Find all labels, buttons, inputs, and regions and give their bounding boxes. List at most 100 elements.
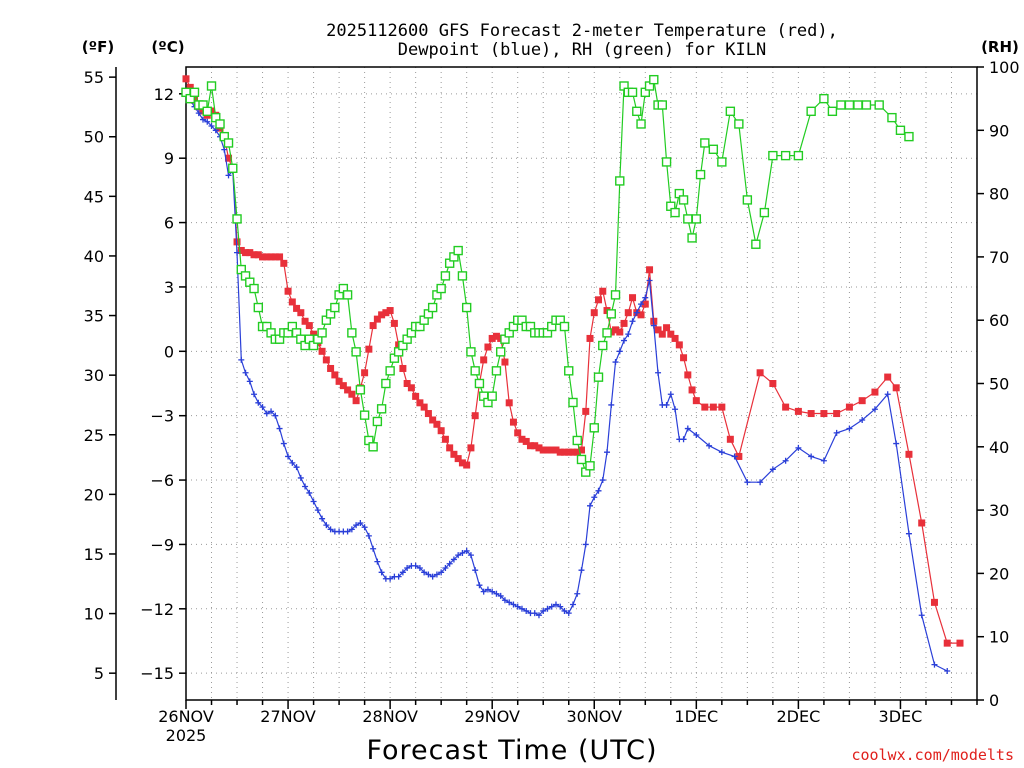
dewpoint-point	[905, 530, 912, 537]
rh-point	[342, 290, 353, 300]
temperature-point	[386, 307, 394, 315]
dewpoint-point	[663, 401, 670, 408]
temperature-point	[369, 322, 377, 330]
data-series	[181, 74, 964, 675]
rh-point	[487, 391, 497, 401]
dewpoint-point	[484, 586, 491, 593]
fahrenheit-unit-label: (ºF)	[82, 38, 114, 56]
dewpoint-point	[510, 601, 517, 608]
dewpoint-point	[412, 562, 419, 569]
rh-tick-label: 30	[989, 501, 1009, 520]
temperature-point	[182, 75, 190, 83]
fahrenheit-tick-label: 10	[84, 605, 104, 624]
dewpoint-point	[480, 588, 487, 595]
temperature-point	[892, 384, 900, 392]
temperature-point	[288, 298, 296, 306]
dewpoint-point	[361, 524, 368, 531]
rh-point	[568, 397, 578, 408]
fahrenheit-tick-label: 35	[84, 307, 104, 326]
temperature-point	[276, 253, 284, 261]
rh-point	[649, 74, 659, 85]
x-tick-sublabel: 2025	[166, 726, 207, 745]
dewpoint-point	[255, 399, 262, 406]
rh-point	[598, 340, 608, 351]
x-tick-label: 26NOV	[158, 707, 214, 726]
dewpoint-point	[268, 408, 275, 415]
temperature-point	[271, 253, 279, 261]
dewpoint-point	[263, 410, 270, 417]
dewpoint-point	[578, 567, 585, 574]
rh-point	[206, 81, 217, 91]
dewpoint-point	[489, 588, 496, 595]
temperature-point	[726, 435, 734, 443]
dewpoint-point	[612, 359, 619, 366]
temperature-point	[884, 373, 892, 381]
temperature-point	[378, 311, 386, 319]
rh-point	[904, 131, 914, 142]
rh-point	[559, 321, 570, 332]
temperature-point	[735, 452, 743, 460]
dewpoint-point	[433, 571, 440, 578]
dewpoint-point	[476, 582, 483, 589]
series-dewpoint	[183, 90, 951, 675]
chart-title: 2025112600 GFS Forecast 2-meter Temperat…	[326, 21, 838, 60]
temperature-point	[552, 446, 560, 454]
dewpoint-point	[493, 590, 500, 597]
temperature-point	[930, 598, 938, 606]
celsius-tick-label: 3	[164, 278, 174, 297]
dewpoint-point	[608, 401, 615, 408]
dewpoint-point	[459, 550, 466, 557]
dewpoint-point	[642, 294, 649, 301]
credit-link[interactable]: coolwx.com/modelts	[851, 746, 1014, 764]
dewpoint-point	[535, 612, 542, 619]
rh-point	[457, 271, 468, 281]
temperature-point	[254, 251, 262, 259]
rh-point	[427, 302, 438, 313]
rh-tick-label: 70	[989, 248, 1009, 267]
dewpoint-point	[404, 565, 411, 572]
dewpoint-point	[251, 391, 258, 398]
dewpoint-point	[208, 123, 215, 130]
rh-point	[793, 150, 804, 161]
temperature-point	[531, 442, 539, 450]
dewpoint-point	[557, 603, 564, 610]
temperature-point	[871, 388, 879, 396]
temperature-point	[599, 287, 607, 295]
dewpoint-point	[280, 440, 287, 447]
rh-point	[632, 106, 642, 117]
rh-point	[780, 150, 791, 161]
x-tick-label: 27NOV	[260, 707, 316, 726]
temperature-point	[310, 330, 318, 338]
temperature-point	[484, 343, 492, 351]
temperature-point	[327, 364, 335, 372]
dewpoint-point	[399, 569, 406, 576]
dewpoint-point	[561, 607, 568, 614]
dewpoint-point	[599, 477, 606, 484]
dewpoint-point	[204, 118, 211, 125]
dewpoint-point	[769, 466, 776, 473]
dewpoint-point	[327, 526, 334, 533]
rh-point	[317, 328, 327, 338]
dewpoint-point	[395, 573, 402, 580]
dewpoint-point	[387, 575, 394, 582]
x-tick-label: 2DEC	[776, 707, 820, 726]
temperature-point	[654, 326, 662, 334]
temperature-point	[305, 322, 313, 330]
temperature-point	[267, 253, 275, 261]
temperature-point	[616, 328, 624, 336]
rh-point	[495, 347, 506, 357]
rh-point	[232, 214, 242, 224]
celsius-tick-label: −12	[140, 600, 174, 619]
dewpoint-point	[604, 449, 611, 456]
rh-point	[576, 454, 587, 465]
dewpoint-point	[523, 607, 530, 614]
dewpoint-point	[472, 567, 479, 574]
dewpoint-point	[650, 322, 657, 329]
temperature-point	[246, 249, 254, 257]
plot-frame	[185, 66, 978, 701]
dewpoint-point	[621, 337, 628, 344]
temperature-point	[263, 253, 271, 261]
dewpoint-point	[501, 597, 508, 604]
rh-point	[678, 195, 689, 205]
rh-point	[589, 423, 599, 433]
